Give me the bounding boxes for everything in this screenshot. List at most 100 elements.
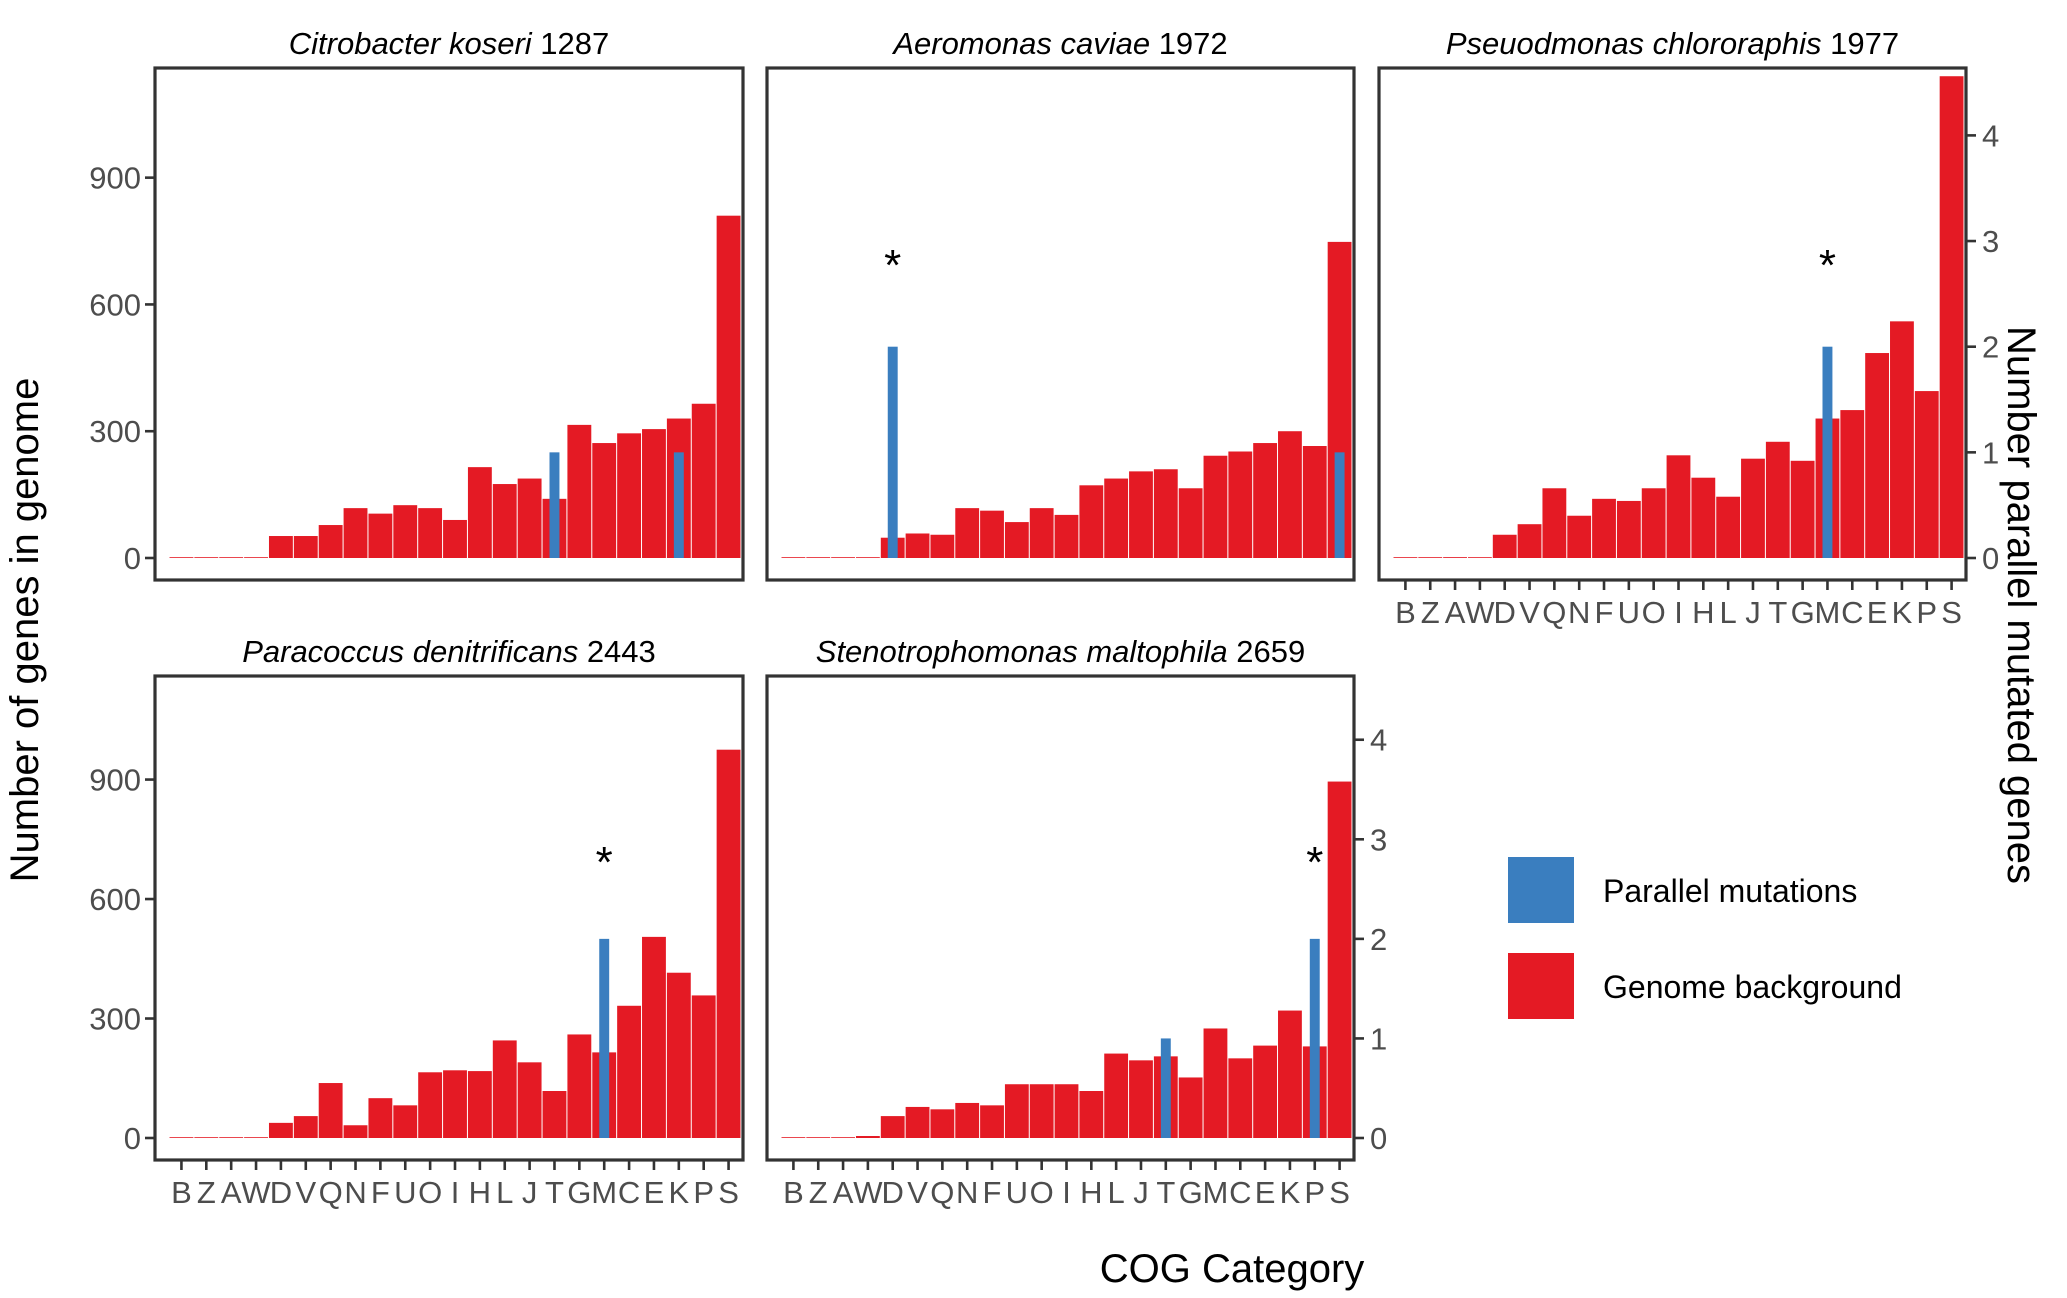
x-tick-label-O: O [418, 1175, 442, 1210]
genome-bar-S [1327, 241, 1352, 558]
genome-bar-S [716, 215, 741, 558]
genome-bar-P [691, 403, 716, 558]
y-right-tick-label: 2 [1982, 330, 1999, 365]
panel-title-species: Citrobacter koseri [289, 26, 533, 61]
x-tick-label-S: S [1941, 595, 1962, 630]
genome-bar-V [293, 1116, 318, 1138]
x-tick-label-L: L [1720, 595, 1737, 630]
genome-bar-L [1716, 496, 1741, 558]
genome-bar-C [1840, 410, 1865, 558]
panel-frame [765, 66, 1356, 582]
x-tick-label-H: H [469, 1175, 491, 1210]
panel-title-number: 1287 [532, 26, 610, 61]
x-tick-label-P: P [693, 1175, 714, 1210]
genome-bar-H [1079, 1091, 1104, 1138]
y-right-tick-label: 1 [1370, 1021, 1387, 1056]
x-tick-label-V: V [907, 1175, 928, 1210]
panel-title-species: Aeromonas caviae [891, 26, 1150, 61]
genome-bar-F [980, 1105, 1004, 1138]
genome-bar-A [219, 557, 244, 558]
x-tick-label-Z: Z [809, 1175, 828, 1210]
x-tick-label-U: U [1618, 595, 1640, 630]
x-tick-label-B: B [1395, 595, 1416, 630]
x-tick-label-J: J [522, 1175, 538, 1210]
panel-frame [765, 674, 1356, 1162]
y-right-tick-label: 1 [1982, 435, 1999, 470]
x-tick-label-K: K [1892, 595, 1913, 630]
y-left-tick-label: 900 [89, 763, 141, 798]
genome-bar-V [905, 1106, 930, 1138]
genome-bar-M [592, 443, 617, 558]
genome-bar-E [1253, 1045, 1278, 1138]
x-tick-label-O: O [1642, 595, 1666, 630]
genome-bar-Q [318, 1083, 343, 1138]
x-tick-label-Q: Q [930, 1175, 954, 1210]
genome-bar-C [617, 1005, 642, 1138]
panel-title-number: 2659 [1228, 634, 1306, 669]
genome-bar-J [517, 1062, 542, 1138]
x-tick-label-F: F [983, 1175, 1002, 1210]
x-tick-label-E: E [644, 1175, 665, 1210]
parallel-bar-T [549, 452, 560, 558]
panel-title-number: 2443 [578, 634, 656, 669]
x-tick-label-H: H [1692, 595, 1714, 630]
x-tick-label-M: M [1815, 595, 1841, 630]
genome-bar-Z [806, 1137, 831, 1138]
x-tick-label-U: U [394, 1175, 416, 1210]
genome-bar-U [1004, 522, 1029, 558]
panel-frame [153, 66, 745, 582]
significance-star: * [884, 241, 901, 290]
x-tick-label-P: P [1304, 1175, 1325, 1210]
genome-bar-B [169, 1137, 194, 1138]
x-tick-label-Q: Q [319, 1175, 343, 1210]
parallel-bar-D [887, 346, 898, 558]
genome-bar-G [1178, 1077, 1203, 1138]
parallel-bar-K [673, 452, 684, 558]
panel-title: Pseuodmonas chlororaphis 1977 [1446, 26, 1899, 61]
genome-bar-N [955, 508, 980, 558]
genome-bar-H [467, 467, 492, 558]
x-tick-label-A: A [833, 1175, 854, 1210]
parallel-bar-M [599, 938, 610, 1138]
genome-bar-Z [194, 557, 219, 558]
x-tick-label-Q: Q [1542, 595, 1566, 630]
genome-bar-O [418, 1072, 443, 1138]
genome-bar-B [169, 557, 194, 558]
y-right-tick-label: 0 [1982, 541, 1999, 576]
genome-bar-F [980, 510, 1004, 558]
x-tick-label-D: D [270, 1175, 292, 1210]
genome-bar-J [517, 478, 542, 558]
x-tick-label-U: U [1006, 1175, 1028, 1210]
x-tick-label-M: M [591, 1175, 617, 1210]
genome-bar-G [1178, 488, 1203, 558]
x-tick-label-J: J [1745, 595, 1761, 630]
legend-swatch-parallel-mutations [1508, 857, 1574, 923]
genome-bar-S [1939, 76, 1964, 559]
genome-bar-T [1765, 441, 1790, 558]
genome-bar-O [1641, 488, 1666, 558]
panel-1: Citrobacter koseri 1287 0 300 600 900 [89, 26, 745, 582]
y-left-tick-label: 300 [89, 1002, 141, 1037]
genome-bar-G [567, 424, 592, 558]
parallel-bar-M [1822, 346, 1833, 558]
x-tick-label-T: T [1768, 595, 1787, 630]
genome-bar-Q [318, 525, 343, 558]
panel-title-species: Stenotrophomonas maltophila [816, 634, 1228, 669]
genome-bar-B [781, 1137, 806, 1138]
y-right-tick-label: 0 [1370, 1121, 1387, 1156]
genome-bar-K [666, 972, 691, 1138]
panels-layer: Citrobacter koseri 12870300600900Aeromon… [89, 26, 1999, 1210]
genome-bar-M [1203, 1028, 1228, 1138]
x-tick-label-C: C [618, 1175, 640, 1210]
panel-title-species: Pseuodmonas chlororaphis [1446, 26, 1822, 61]
x-tick-label-P: P [1916, 595, 1937, 630]
genome-bar-P [1302, 446, 1327, 558]
x-tick-label-G: G [1179, 1175, 1203, 1210]
genome-bar-U [393, 505, 418, 558]
y-left-tick-label: 0 [124, 541, 141, 576]
genome-bar-S [716, 749, 741, 1138]
x-tick-label-N: N [344, 1175, 366, 1210]
y-axis-right-title: Number parallel mutated genes [1999, 326, 2043, 884]
genome-bar-E [642, 429, 666, 558]
